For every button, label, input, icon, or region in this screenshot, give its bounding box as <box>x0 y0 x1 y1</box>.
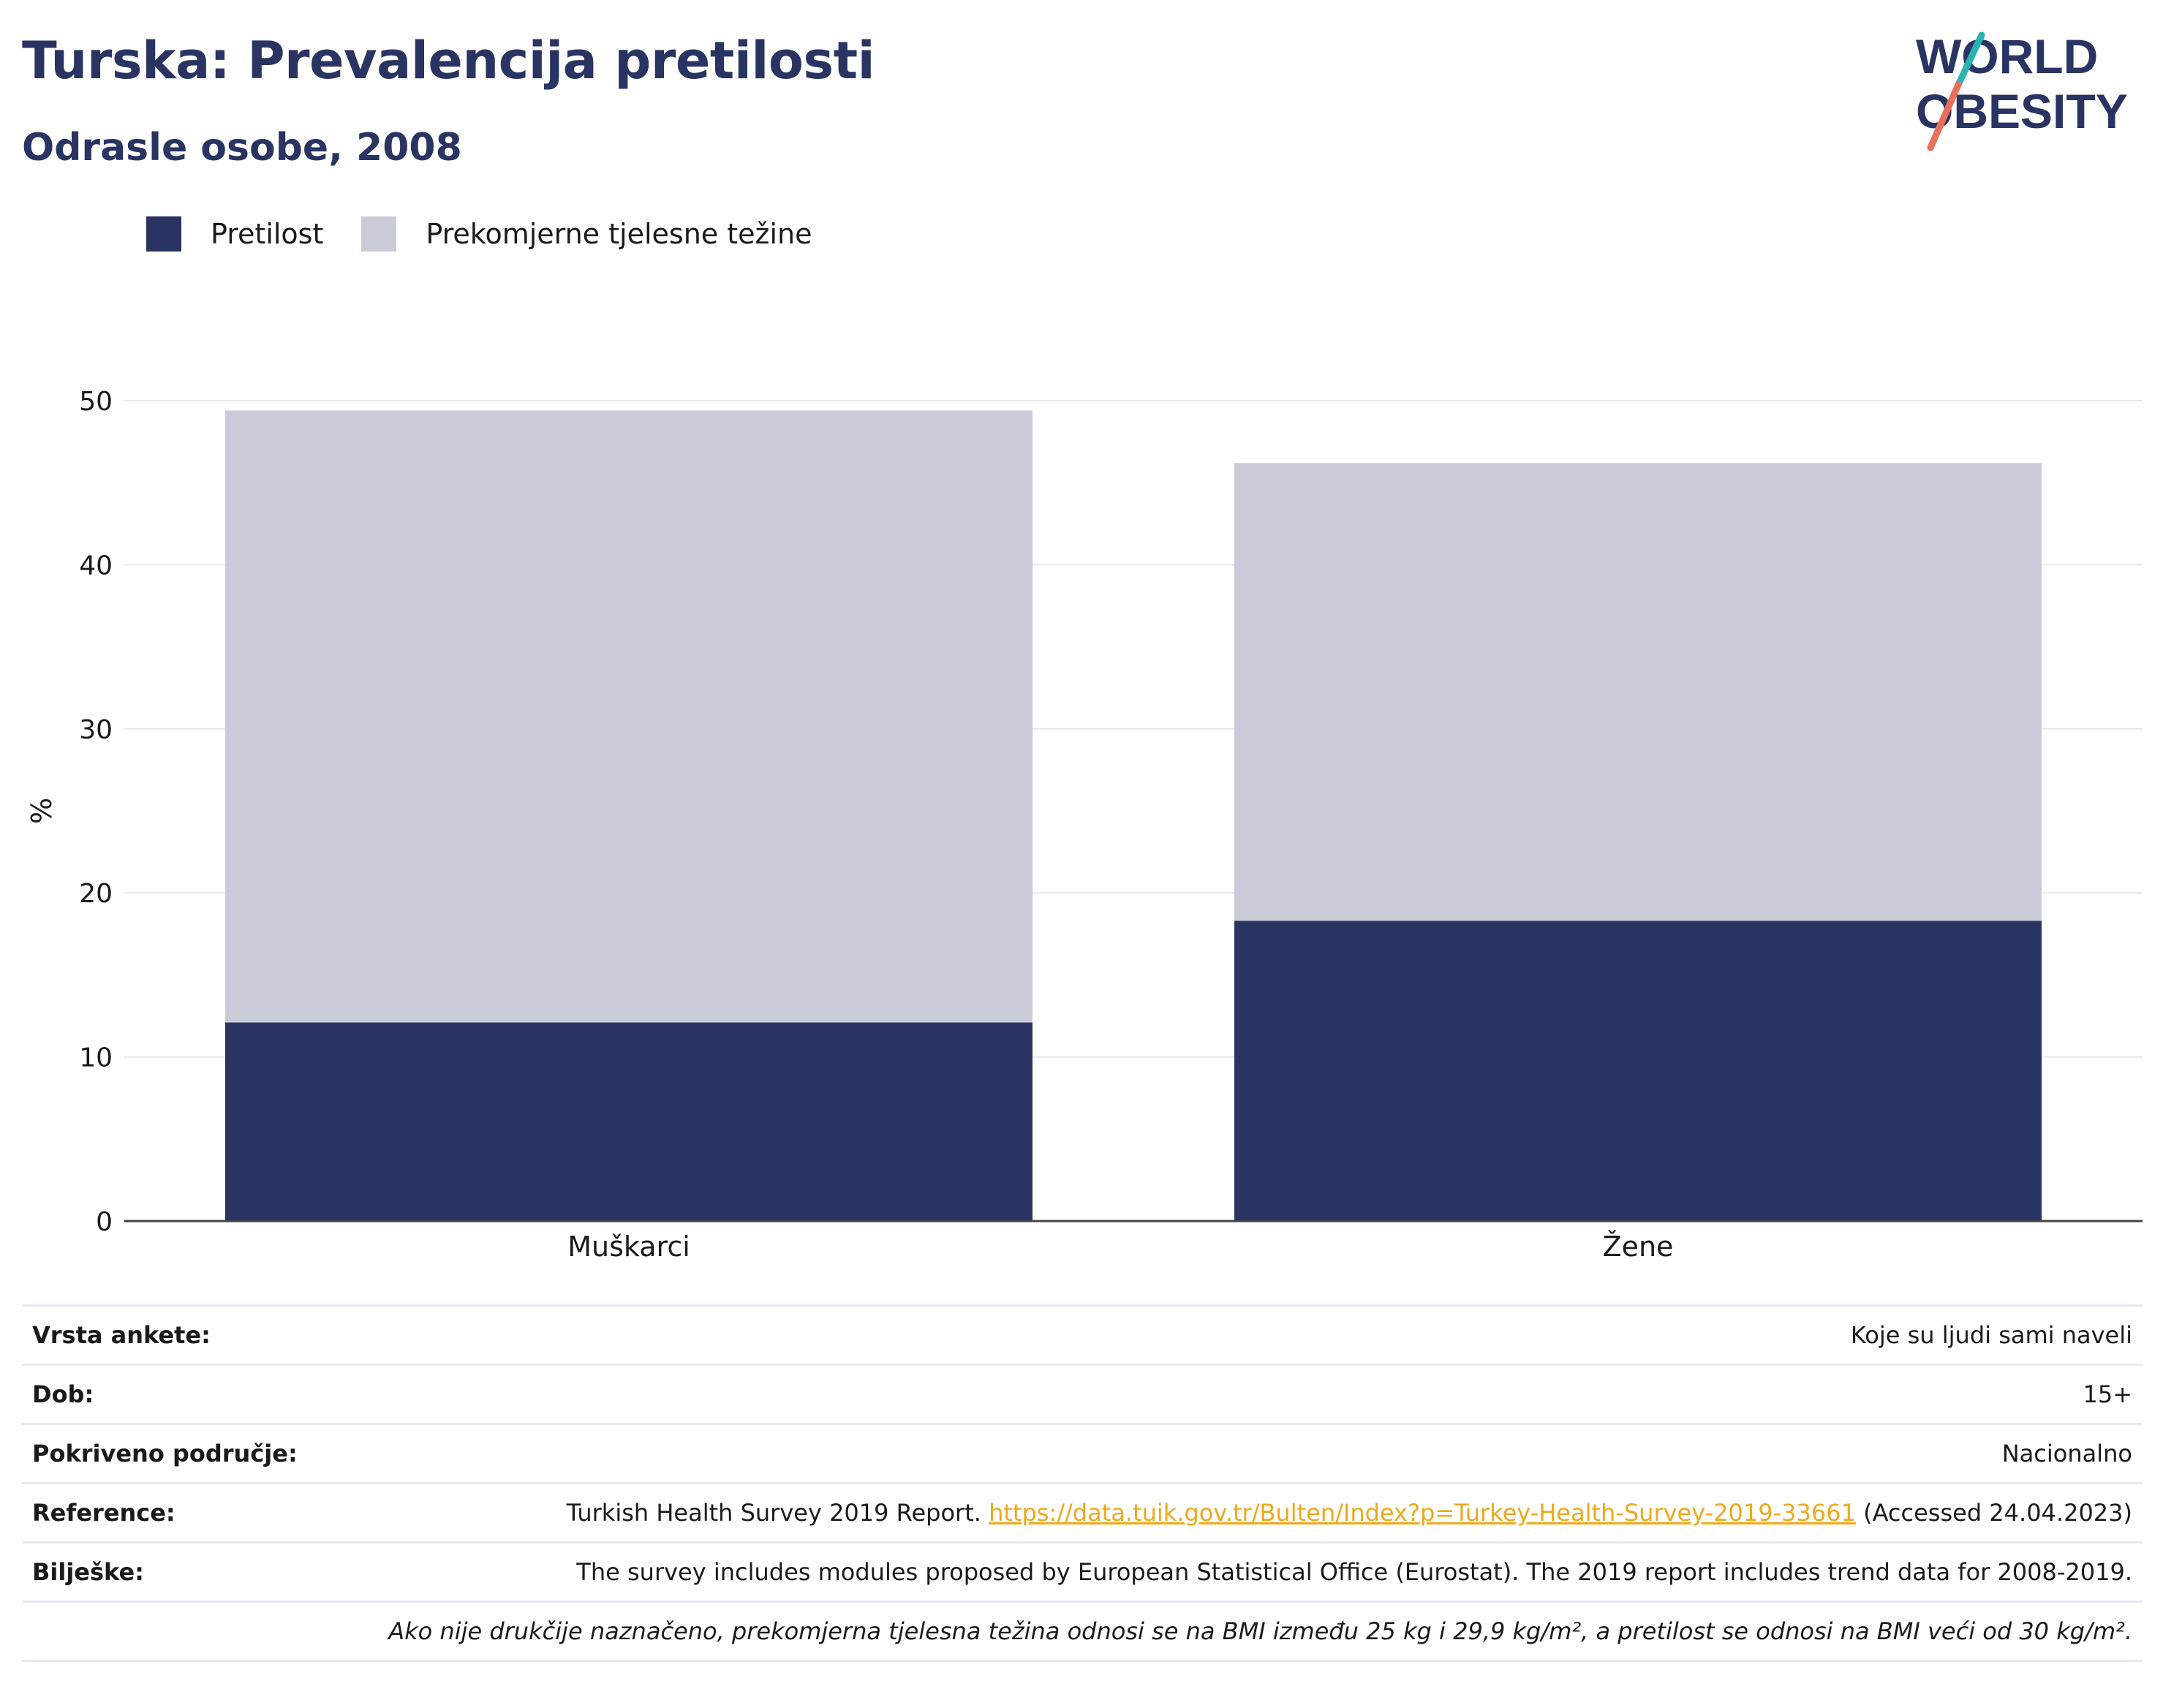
info-row-notes: Bilješke: The survey includes modules pr… <box>22 1541 2143 1602</box>
legend-label-obesity: Pretilost <box>211 218 324 250</box>
info-value-survey-type: Koje su ljudi sami naveli <box>345 1304 2143 1365</box>
info-row-age: Dob: 15+ <box>22 1364 2143 1424</box>
logo-slash-bottom <box>1927 81 1962 151</box>
legend-item-overweight: Prekomjerne tjelesne težine <box>361 216 812 252</box>
y-tick-label-0: 0 <box>96 1207 113 1237</box>
bar-0-series-1 <box>225 410 1033 1023</box>
survey-info-table: Vrsta ankete: Koje su ljudi sami naveli … <box>22 1304 2143 1662</box>
info-value-age: 15+ <box>345 1364 2143 1424</box>
reference-link[interactable]: https://data.tuik.gov.tr/Bulten/Index?p=… <box>989 1499 1856 1527</box>
y-tick-label-20: 20 <box>79 879 113 909</box>
y-tick-label-50: 50 <box>79 387 113 417</box>
info-row-coverage: Pokriveno područje: Nacionalno <box>22 1423 2143 1484</box>
y-tick-label-30: 30 <box>79 715 113 745</box>
bar-1-series-0 <box>1234 921 2042 1221</box>
stacked-bar-chart: 0 10 20 30 40 50% Muškarci Žene <box>26 387 2143 1263</box>
logo-slash-top <box>1955 31 1985 88</box>
bar-0-series-0 <box>225 1022 1033 1221</box>
info-row-footnote: Ako nije drukčije naznačeno, prekomjerna… <box>22 1601 2143 1662</box>
chart-title: Turska: Prevalencija pretilosti <box>22 31 875 91</box>
chart-legend: Pretilost Prekomjerne tjelesne težine <box>146 216 850 252</box>
info-row-survey-type: Vrsta ankete: Koje su ljudi sami naveli <box>22 1304 2143 1365</box>
info-label-reference: Reference: <box>22 1482 346 1543</box>
legend-swatch-obesity <box>146 216 181 252</box>
y-axis-label: % <box>26 798 58 824</box>
info-label-age: Dob: <box>22 1364 346 1424</box>
chart-subtitle: Odrasle osobe, 2008 <box>22 126 462 170</box>
x-tick-label-0: Muškarci <box>567 1231 690 1263</box>
legend-swatch-overweight <box>361 216 397 252</box>
reference-prefix: Turkish Health Survey 2019 Report. <box>566 1499 981 1527</box>
info-label-coverage: Pokriveno područje: <box>22 1423 346 1484</box>
bar-1-series-1 <box>1234 463 2042 921</box>
info-label-notes: Bilješke: <box>22 1541 346 1602</box>
legend-label-overweight: Prekomjerne tjelesne težine <box>426 218 812 250</box>
y-tick-label-40: 40 <box>79 551 113 581</box>
reference-suffix: (Accessed 24.04.2023) <box>1863 1499 2132 1527</box>
logo-line1: WORLD <box>1916 29 2098 83</box>
info-value-reference: Turkish Health Survey 2019 Report. https… <box>345 1482 2143 1543</box>
world-obesity-logo: WORLD OBESITY <box>1916 29 2128 151</box>
info-value-notes: The survey includes modules proposed by … <box>345 1541 2143 1602</box>
info-label-survey-type: Vrsta ankete: <box>22 1304 346 1365</box>
info-footnote: Ako nije drukčije naznačeno, prekomjerna… <box>22 1601 2143 1662</box>
legend-item-obesity: Pretilost <box>146 216 323 252</box>
y-tick-label-10: 10 <box>79 1043 113 1073</box>
info-value-coverage: Nacionalno <box>345 1423 2143 1484</box>
x-tick-label-1: Žene <box>1603 1231 1674 1263</box>
info-row-reference: Reference: Turkish Health Survey 2019 Re… <box>22 1482 2143 1543</box>
